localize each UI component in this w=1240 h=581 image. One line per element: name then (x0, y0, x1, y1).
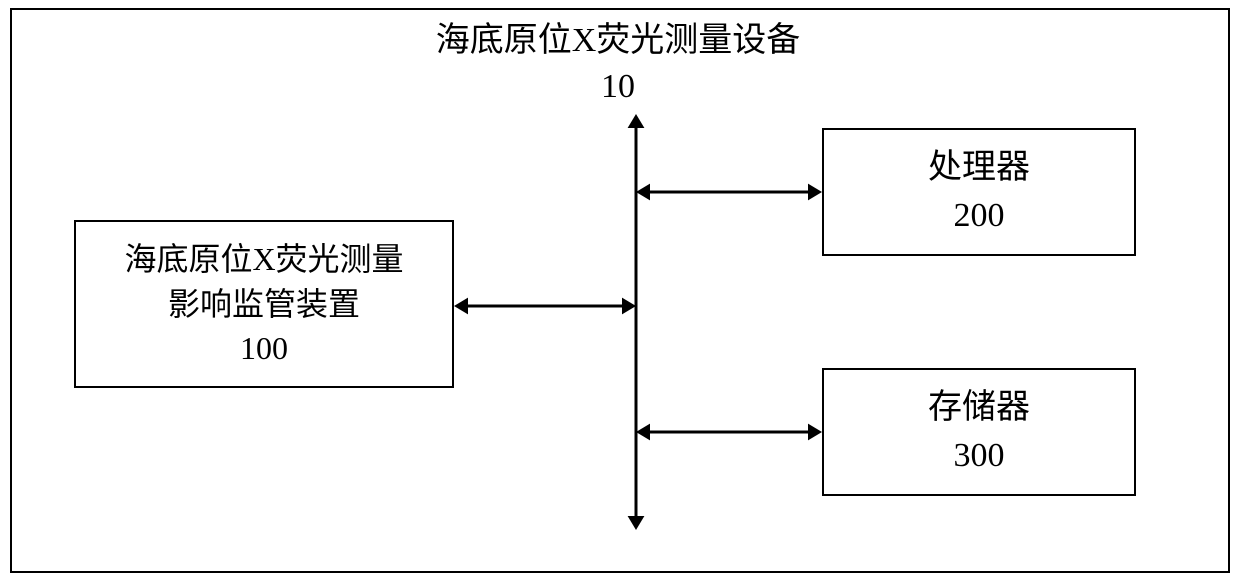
memory-box: 存储器 300 (822, 368, 1136, 496)
memory-number: 300 (954, 432, 1005, 480)
title-number: 10 (368, 64, 868, 110)
processor-number: 200 (954, 192, 1005, 240)
memory-label: 存储器 (928, 384, 1030, 432)
title-text: 海底原位X荧光测量设备 (368, 18, 868, 64)
monitor-line1: 海底原位X荧光测量 (124, 237, 403, 282)
monitor-line2: 影响监管装置 (168, 282, 360, 327)
diagram-title: 海底原位X荧光测量设备 10 (368, 18, 868, 110)
processor-box: 处理器 200 (822, 128, 1136, 256)
monitor-device-box: 海底原位X荧光测量 影响监管装置 100 (74, 220, 454, 388)
processor-label: 处理器 (928, 144, 1030, 192)
diagram-canvas: 海底原位X荧光测量设备 10 海底原位X荧光测量 影响监管装置 100 处理器 … (0, 0, 1240, 581)
monitor-number: 100 (240, 326, 288, 371)
